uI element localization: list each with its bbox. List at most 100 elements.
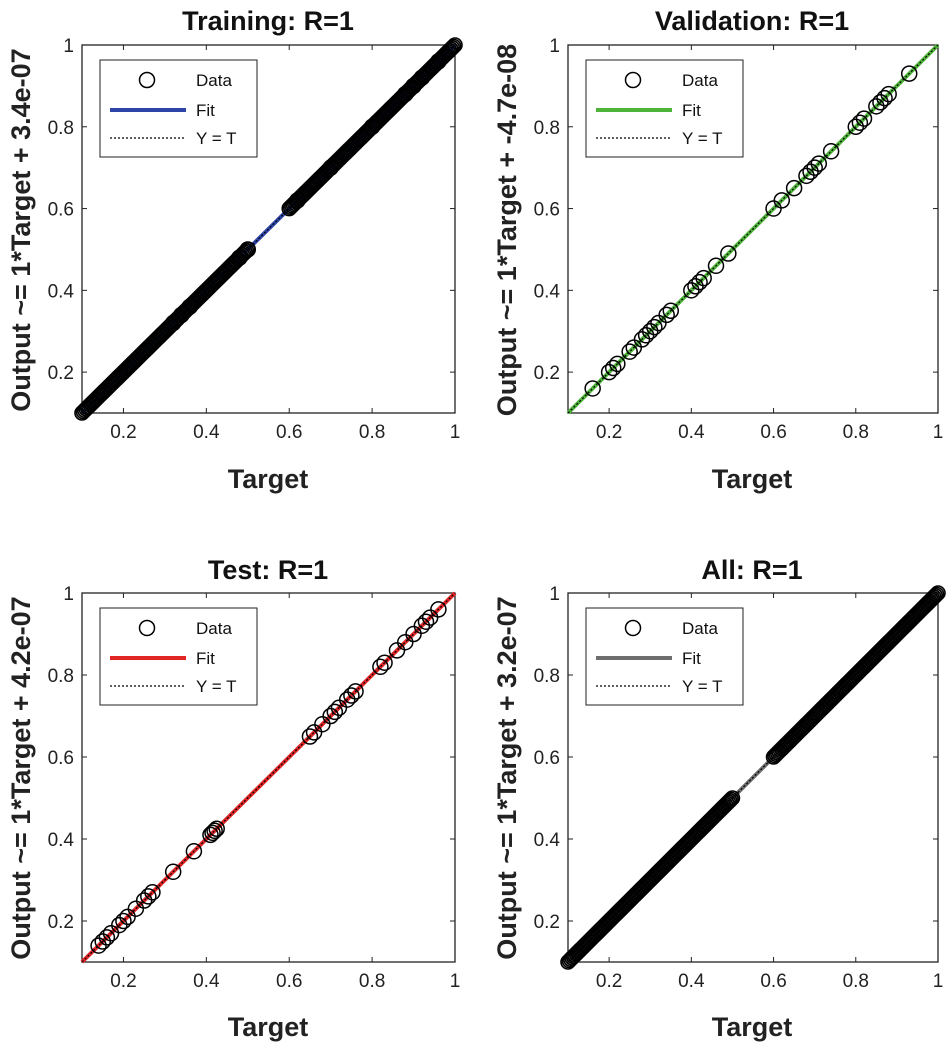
data-point: [719, 795, 735, 812]
legend-entry: Data: [682, 619, 718, 638]
data-point: [326, 703, 344, 721]
data-point: [441, 42, 458, 59]
legend-entry: Y = T: [682, 677, 722, 696]
chart-title: All: R=1: [701, 555, 802, 585]
x-tick-label: 1: [933, 971, 944, 992]
x-axis-label: Target: [712, 464, 793, 494]
legend-entry: Fit: [682, 649, 701, 668]
legend-entry: Y = T: [682, 129, 722, 148]
data-point: [417, 613, 435, 630]
y-tick-label: 0.2: [48, 912, 74, 933]
data-point: [185, 843, 203, 860]
x-tick-label: 0.2: [596, 971, 622, 992]
data-point: [443, 41, 459, 57]
y-tick-label: 0.4: [48, 281, 75, 302]
x-tick-label: 0.6: [276, 971, 302, 992]
data-point: [234, 247, 251, 263]
data-point: [646, 318, 663, 336]
data-point: [691, 273, 708, 291]
chart-title: Training: R=1: [182, 6, 354, 36]
y-tick-label: 1: [549, 36, 560, 57]
data-point: [930, 585, 946, 601]
panel-training: Training: R=1 Target Output ~= 1*Target …: [6, 6, 463, 494]
legend-entry: Data: [196, 619, 232, 638]
panel-validation: Validation: R=1 Target Output ~= 1*Targe…: [492, 6, 943, 494]
data-point: [376, 654, 393, 671]
data-point: [208, 820, 225, 837]
data-point: [584, 380, 601, 397]
y-tick-label: 0.8: [48, 118, 74, 139]
data-point: [372, 658, 389, 676]
y-tick-label: 0.8: [534, 666, 560, 687]
identity-line: [567, 592, 939, 963]
data-point: [806, 159, 823, 176]
y-tick-label: 1: [63, 584, 74, 605]
data-point: [609, 355, 626, 373]
x-tick-label: 1: [450, 422, 461, 443]
data-point: [322, 159, 339, 176]
data-point: [289, 192, 306, 209]
y-axis-label: Output ~= 1*Target + 3.2e-07: [492, 596, 522, 959]
data-point: [98, 929, 116, 946]
x-tick-label: 0.4: [193, 971, 220, 992]
data-point: [720, 794, 737, 810]
data-point: [621, 343, 638, 360]
data-point: [363, 118, 381, 136]
legend-marker-data: [624, 619, 642, 637]
data-point: [926, 589, 942, 605]
data-point: [723, 791, 739, 808]
chart-title: Validation: R=1: [655, 6, 849, 36]
panel-test: Test: R=1 Target Output ~= 1*Target + 4.…: [6, 555, 460, 1042]
x-tick-label: 0.2: [596, 422, 622, 443]
x-tick-label: 0.8: [843, 422, 869, 443]
data-point: [900, 65, 918, 82]
legend-entry: Data: [682, 71, 718, 90]
x-axis-label: Target: [228, 464, 309, 494]
x-tick-label: 0.4: [678, 971, 705, 992]
y-tick-label: 0.4: [534, 281, 561, 302]
data-point: [924, 590, 941, 607]
x-tick-label: 0.4: [193, 422, 220, 443]
x-tick-label: 0.4: [678, 422, 705, 443]
data-point: [855, 110, 873, 127]
data-point: [144, 884, 161, 901]
data-point: [239, 241, 257, 258]
data-point: [658, 306, 675, 324]
x-tick-label: 0.6: [760, 422, 786, 443]
y-tick-label: 0.6: [534, 200, 560, 221]
x-tick-label: 0.6: [276, 422, 302, 443]
y-tick-label: 0.6: [48, 748, 74, 769]
data-point: [822, 143, 840, 160]
data-point: [235, 245, 252, 262]
data-point: [202, 826, 219, 844]
data-point: [347, 683, 364, 700]
data-point: [343, 687, 360, 704]
data-point: [724, 790, 741, 806]
data-point: [927, 587, 944, 604]
identity-line: [81, 592, 456, 963]
legend-entry: Fit: [682, 101, 701, 120]
data-point: [430, 601, 447, 618]
x-tick-label: 0.8: [843, 971, 869, 992]
data-point: [444, 39, 461, 56]
data-point: [206, 822, 223, 840]
data-point: [880, 85, 897, 103]
y-axis-label: Output ~= 1*Target + 3.4e-07: [6, 48, 36, 411]
legend-entry: Fit: [196, 101, 215, 120]
y-tick-label: 1: [549, 584, 560, 605]
data-point: [662, 302, 680, 320]
data-point: [720, 245, 737, 262]
y-tick-label: 0.2: [534, 363, 560, 384]
data-point: [204, 824, 221, 842]
legend-entry: Fit: [196, 649, 215, 668]
data-point: [851, 114, 869, 131]
x-axis-label: Target: [712, 1012, 793, 1042]
x-tick-label: 0.2: [110, 422, 136, 443]
data-point: [445, 38, 462, 55]
x-axis-label: Target: [228, 1012, 309, 1042]
panel-all: All: R=1 Target Output ~= 1*Target + 3.2…: [492, 555, 946, 1042]
y-tick-label: 0.6: [534, 748, 560, 769]
legend-entry: Y = T: [196, 129, 236, 148]
data-point: [810, 155, 828, 172]
